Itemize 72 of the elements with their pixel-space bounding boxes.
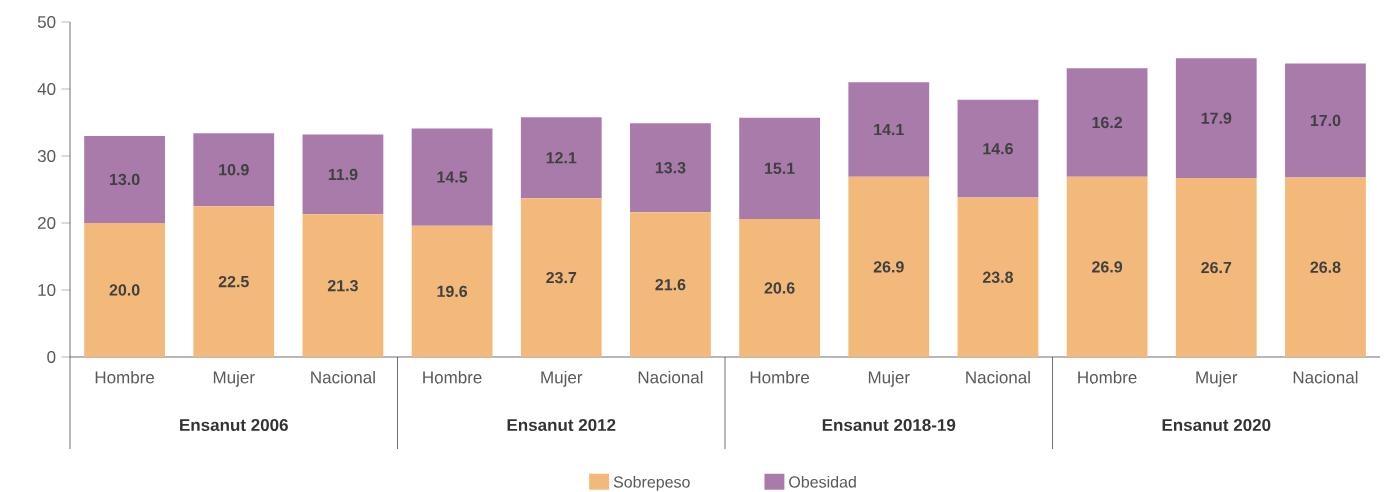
- bar: [84, 135, 165, 223]
- x-tick-label: Mujer: [213, 370, 255, 387]
- bar: [1066, 176, 1148, 357]
- data-label: 26.9: [873, 261, 904, 273]
- y-tick-label: 10: [38, 284, 56, 297]
- legend-label: Sobrepeso: [613, 475, 690, 491]
- data-label: 10.9: [219, 164, 249, 176]
- bar: [411, 128, 493, 226]
- text: Ensanut 2012: [507, 419, 616, 432]
- data-label: 21.6: [655, 278, 686, 291]
- y-tick-label: 40: [37, 83, 56, 96]
- x-tick-label: Hombre: [750, 370, 810, 384]
- bar: [630, 123, 711, 213]
- bar: [957, 197, 1039, 357]
- bar: [630, 212, 711, 357]
- data-label: 17.9: [1201, 112, 1232, 124]
- bar: [193, 206, 275, 357]
- y-tick-label: 30: [37, 150, 56, 163]
- bar: [1175, 58, 1257, 179]
- data-label: 26.7: [1201, 261, 1232, 274]
- legend-label: Obesidad: [789, 475, 856, 488]
- data-label: 17.0: [1310, 114, 1341, 127]
- data-label: 14.6: [983, 142, 1013, 155]
- bar: [1066, 68, 1148, 177]
- x-tick-label: Mujer: [1196, 370, 1238, 387]
- data-label: 19.6: [437, 285, 468, 297]
- bar: [520, 198, 602, 357]
- data-label: 23.8: [982, 271, 1014, 283]
- bar: [739, 218, 820, 357]
- y-tick-label: 0: [47, 350, 56, 364]
- data-label: 21.3: [327, 279, 358, 292]
- data-label: 20.6: [764, 282, 795, 294]
- data-label: 11.9: [328, 168, 358, 181]
- bar: [957, 99, 1039, 198]
- y-tick-label: 20: [38, 217, 56, 230]
- data-label: 22.5: [218, 275, 249, 288]
- text: Ensanut 2018-19: [822, 419, 956, 432]
- text: Ensanut 2006: [180, 419, 288, 432]
- bar: [84, 223, 165, 357]
- data-label: 14.1: [874, 124, 904, 136]
- y-tick-label: 50: [37, 16, 56, 29]
- bar: [1285, 63, 1366, 178]
- bar: [302, 214, 384, 357]
- x-tick-label: Nacional: [638, 370, 703, 384]
- data-label: 26.9: [1092, 261, 1123, 273]
- data-label: 23.7: [546, 271, 577, 284]
- x-tick-label: Nacional: [1293, 370, 1358, 384]
- bar: [520, 117, 602, 199]
- bar: [302, 134, 384, 215]
- bar: [193, 133, 275, 207]
- data-label: 20.0: [109, 284, 140, 296]
- bar: [739, 117, 820, 219]
- text: Ensanut 2020: [1162, 419, 1271, 432]
- data-label: 15.1: [765, 162, 795, 174]
- bar: [848, 176, 930, 357]
- data-label: 13.3: [655, 162, 686, 174]
- x-tick-label: Nacional: [311, 370, 375, 384]
- bar: [848, 82, 930, 177]
- x-tick-label: Hombre: [95, 370, 155, 384]
- data-label: 26.8: [1310, 261, 1341, 273]
- bar: [1285, 177, 1366, 357]
- x-tick-label: Mujer: [868, 370, 910, 387]
- data-label: 12.1: [546, 152, 577, 164]
- data-label: 14.5: [437, 171, 468, 183]
- x-tick-label: Hombre: [423, 370, 482, 384]
- x-tick-label: Nacional: [966, 370, 1030, 384]
- data-label: 16.2: [1092, 116, 1123, 129]
- bar: [1175, 178, 1257, 357]
- x-tick-label: Mujer: [541, 370, 583, 387]
- x-tick-label: Hombre: [1078, 370, 1137, 384]
- data-label: 13.0: [110, 173, 140, 186]
- bar: [411, 225, 493, 357]
